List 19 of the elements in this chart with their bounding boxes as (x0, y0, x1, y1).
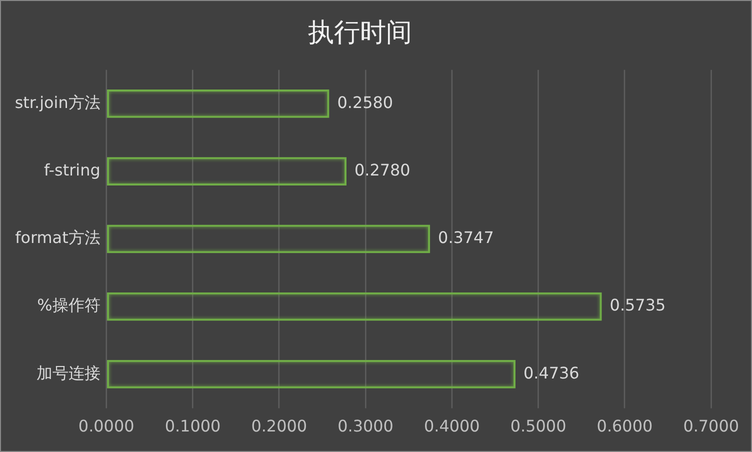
data-label: 0.2580 (337, 92, 394, 112)
y-tick-label: 加号连接 (36, 363, 100, 382)
data-label: 0.2780 (354, 160, 410, 180)
y-tick-label: str.join方法 (14, 92, 100, 112)
y-tick-label: format方法 (15, 228, 100, 248)
x-tick-label: 0.4000 (424, 416, 480, 436)
x-tick-label: 0.1000 (164, 416, 221, 436)
chart-title: 执行时间 (308, 18, 412, 48)
y-tick-label: %操作符 (37, 296, 100, 315)
x-tick-label: 0.3000 (338, 416, 394, 436)
x-tick-label: 0.0000 (78, 416, 134, 436)
x-tick-label: 0.7000 (683, 416, 740, 436)
data-label: 0.3747 (438, 228, 494, 248)
data-label: 0.4736 (523, 363, 580, 382)
y-tick-label: f-string (44, 160, 100, 180)
x-tick-label: 0.6000 (596, 416, 653, 436)
x-tick-label: 0.5000 (510, 416, 566, 436)
data-label: 0.5735 (610, 296, 666, 315)
x-tick-label: 0.2000 (251, 416, 308, 436)
